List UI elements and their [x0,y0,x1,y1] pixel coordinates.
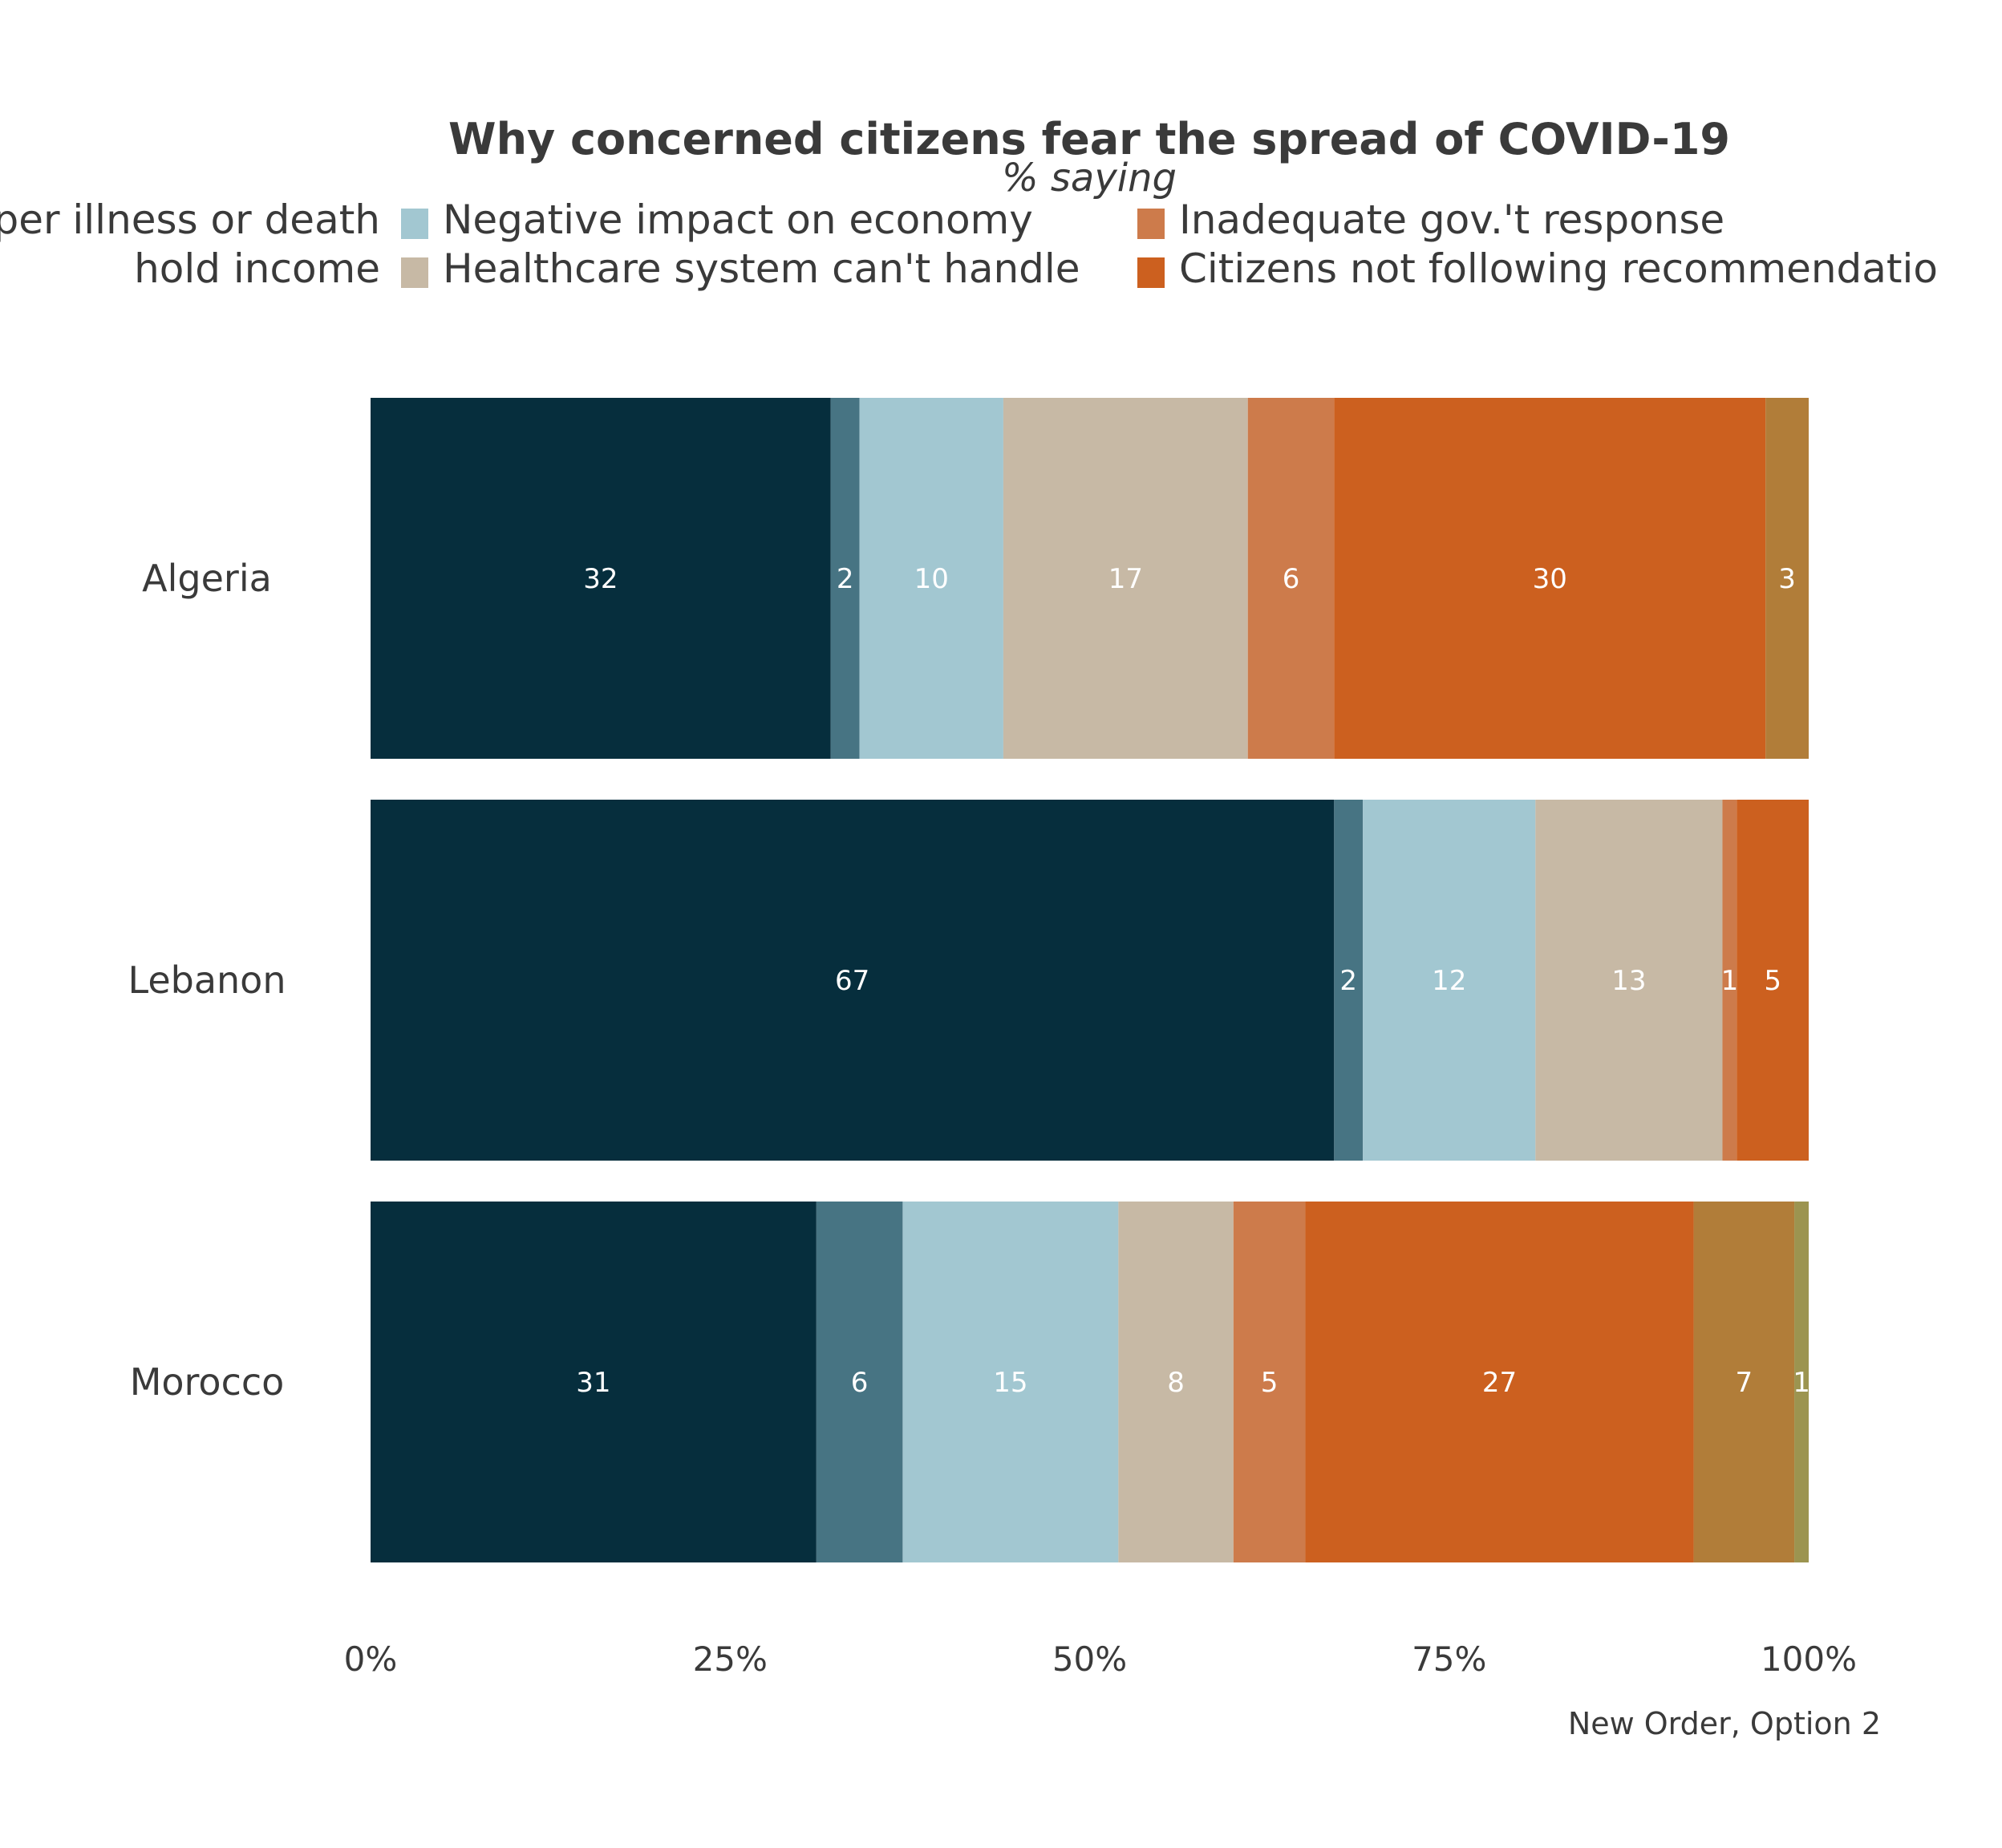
x-axis-ticks: 0% 25% 50% 75% 100% [344,1639,1857,1679]
legend-label: Inadequate gov.'t response [1179,197,1724,243]
bar-segment [1794,1202,1809,1562]
data-label: 31 [576,1367,610,1399]
data-label: 6 [851,1367,869,1399]
x-tick-label: 100% [1761,1639,1857,1679]
data-label: 12 [1432,965,1466,997]
bar-segment [830,398,860,759]
data-label: 10 [914,563,949,595]
legend-key [1137,209,1165,239]
x-tick-label: 25% [693,1639,768,1679]
bar-segment [371,398,831,759]
data-label: 2 [837,563,854,595]
data-label: 32 [583,563,618,595]
legend-label: per illness or death [0,197,380,243]
category-label: Morocco [130,1360,285,1404]
data-label: 30 [1533,563,1567,595]
data-label: 2 [1339,965,1357,997]
bar-segment [902,1202,1119,1562]
bar-segment [371,1202,817,1562]
bar-segment [1722,800,1737,1161]
legend-label: Negative impact on economy [443,197,1033,243]
chart-caption: New Order, Option 2 [1568,1706,1881,1741]
bar-segment [1737,800,1809,1161]
data-label: 6 [1283,563,1300,595]
category-label: Lebanon [128,958,286,1002]
chart-subtitle: % saying [1002,156,1177,201]
data-label: 17 [1108,563,1143,595]
legend-key [401,209,428,239]
data-label: 15 [993,1367,1027,1399]
data-label: 7 [1735,1367,1753,1399]
bar-segment [816,1202,903,1562]
chart-title: Why concerned citizens fear the spread o… [448,114,1730,164]
data-label: 5 [1261,1367,1279,1399]
data-label: 1 [1793,1367,1810,1399]
bar-segment [1693,1202,1795,1562]
x-tick-label: 50% [1052,1639,1127,1679]
bars: 32 2 10 17 6 30 367 2 12 13 1 531 6 15 8 5 27 7 1 [371,398,1810,1562]
bar-segment [1118,1202,1234,1562]
data-label: 5 [1764,965,1781,997]
category-labels: Algeria Lebanon Morocco [128,557,286,1404]
bar-segment [1334,398,1766,759]
bar-segment [859,398,1003,759]
data-label: 8 [1167,1367,1185,1399]
bar-segment [1535,800,1723,1161]
legend-key [1137,257,1165,288]
data-label: 27 [1482,1367,1517,1399]
legend-key [401,257,428,288]
bar-segment [1233,1202,1306,1562]
bar-segment [1334,800,1364,1161]
bar-segment [1765,398,1809,759]
bar-segment [1363,800,1536,1161]
bar-segment [1305,1202,1694,1562]
data-label: 3 [1778,563,1796,595]
category-label: Algeria [142,557,272,600]
bar-segment [1003,398,1248,759]
x-tick-label: 75% [1412,1639,1486,1679]
legend-label: hold income [134,245,380,292]
data-label: 1 [1721,965,1739,997]
data-label: 13 [1611,965,1646,997]
bar-segment [1247,398,1335,759]
legend-label: Citizens not following recommendatio [1179,245,1938,292]
legend-label: Healthcare system can't handle [443,245,1080,292]
data-label: 67 [835,965,869,997]
bar-segment [371,800,1335,1161]
x-tick-label: 0% [344,1639,398,1679]
